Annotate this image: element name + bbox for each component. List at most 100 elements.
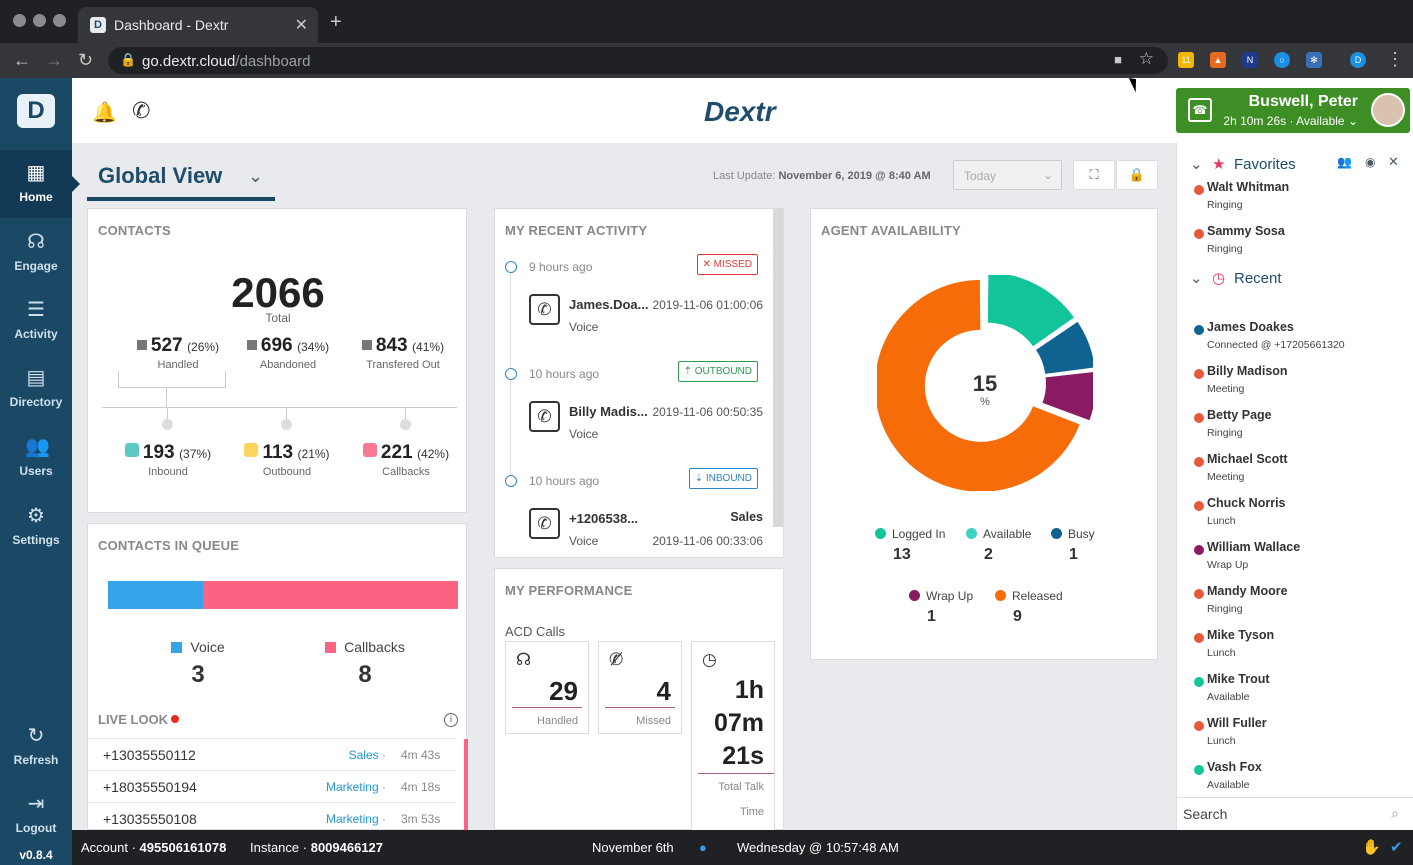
window-zoom-dot[interactable] — [53, 14, 66, 27]
chevron-down-icon[interactable]: ⌄ — [248, 166, 264, 186]
presence-dot-icon — [1194, 501, 1204, 511]
person-name: James Doakes — [1207, 320, 1294, 334]
status-badge: ⇣ INBOUND — [688, 468, 758, 489]
drop-icon: ● — [699, 840, 707, 855]
app-version: v0.8.4 — [19, 848, 53, 862]
window-minimize-dot[interactable] — [33, 14, 46, 27]
sidebar-item-settings[interactable]: ⚙ Settings — [12, 505, 60, 547]
person-status: Ringing — [1207, 243, 1243, 255]
scrollbar[interactable] — [773, 209, 783, 527]
eye-icon[interactable]: ◉ — [1365, 155, 1376, 169]
recent-activity-card: MY RECENT ACTIVITY 9 hours ago ✕ MISSED … — [494, 208, 784, 558]
bookmark-star-icon[interactable]: ☆ — [1138, 49, 1154, 68]
contacts-card: CONTACTS 2066 Total 527 (26%) Handled 696… — [87, 208, 467, 513]
stat-abandoned: 696 (34%) Abandoned — [228, 335, 348, 371]
person-status: Connected @ +17205661320 — [1207, 339, 1345, 351]
refresh-button[interactable]: ↻ Refresh — [13, 725, 59, 767]
tree-line — [166, 387, 167, 407]
date-range-select[interactable]: Today ⌄ — [953, 160, 1062, 190]
missed-call-icon: ✆̸ — [609, 650, 624, 669]
donut-slice-busy[interactable] — [1036, 321, 1093, 374]
activity-item[interactable]: 10 hours ago ⇣ INBOUND ✆ +1206538... Sal… — [495, 423, 775, 548]
activity-item[interactable]: 9 hours ago ✕ MISSED ✆ James.Doa... 2019… — [495, 209, 775, 368]
list-item[interactable]: +18035550194 Marketing · — [88, 770, 468, 803]
favorites-header: ⌄ ★ Favorites 👥 ◉ ✕ — [1177, 143, 1413, 183]
contacts-panel: ⌄ ★ Favorites 👥 ◉ ✕ Walt Whitman Ringing Sam… — [1176, 143, 1413, 830]
search-input[interactable] — [1183, 804, 1383, 824]
forward-arrow-icon[interactable]: → — [45, 50, 63, 70]
sidebar-item-users[interactable]: 👥 Users — [19, 436, 53, 478]
dextr-logo-icon[interactable]: D — [17, 94, 55, 128]
status-badge: ✕ MISSED — [696, 254, 758, 275]
expand-icon: ⛶ — [1089, 167, 1099, 182]
tree-line — [102, 407, 457, 408]
users-icon[interactable]: 👥 — [1337, 155, 1352, 169]
recent-toggle[interactable]: ⌄ ◷ Recent — [1190, 270, 1282, 287]
gear-icon: ⚙ — [27, 505, 45, 527]
refresh-icon: ↻ — [27, 725, 45, 747]
card-title: CONTACTS — [98, 223, 171, 238]
contact-search: ⌕ — [1176, 797, 1413, 830]
check-icon[interactable]: ✔ — [1390, 839, 1403, 856]
bell-icon[interactable]: 🔔 — [92, 102, 117, 124]
window-close-dot[interactable] — [13, 14, 26, 27]
phone-icon: ✆ — [529, 294, 560, 325]
user-status-button[interactable]: ☎ Buswell, Peter 2h 10m 26s · Available … — [1176, 88, 1410, 133]
page-title[interactable]: Global View — [98, 163, 223, 188]
sidebar-item-directory[interactable]: ▤ Directory — [9, 367, 63, 409]
headset-icon: ☊ — [27, 231, 45, 253]
tab-close-icon[interactable]: ✕ — [294, 17, 308, 34]
info-icon[interactable]: i — [444, 713, 458, 727]
search-icon[interactable]: ⌕ — [1391, 805, 1399, 821]
extension-react-icon[interactable]: ✻ — [1306, 52, 1322, 68]
tree-line — [405, 407, 406, 419]
tree-node — [400, 419, 411, 430]
favorites-toggle[interactable]: ⌄ ★ Favorites — [1190, 156, 1296, 173]
browser-tab[interactable]: D Dashboard - Dextr ✕ — [78, 7, 318, 43]
title-underline — [87, 197, 275, 201]
activity-item[interactable]: 10 hours ago ⇡ OUTBOUND ✆ Billy Madis...… — [495, 316, 775, 475]
logout-button[interactable]: ⇥ Logout — [15, 793, 57, 835]
timeline-node — [505, 261, 517, 273]
url-field[interactable]: 🔒 go.dextr.cloud/dashboard ■ ☆ — [108, 47, 1168, 74]
person-name: Michael Scott — [1207, 452, 1288, 466]
donut-slice-released[interactable] — [877, 279, 1080, 491]
person-name: Mandy Moore — [1207, 584, 1288, 598]
donut-center-unit: % — [980, 396, 990, 408]
back-arrow-icon[interactable]: ← — [13, 50, 31, 70]
browser-menu-icon[interactable]: ⋮ — [1386, 49, 1404, 69]
new-tab-button[interactable]: + — [330, 11, 342, 33]
legend-available: Available 2 — [966, 527, 1031, 564]
total-label: Total — [265, 311, 291, 325]
account-info: Account · 495506161078 — [81, 840, 227, 855]
list-item[interactable]: +13035550108 Marketing · — [88, 802, 468, 835]
extension-dextr-icon[interactable]: D — [1350, 52, 1366, 68]
total-contacts: 2066 — [231, 269, 325, 316]
fullscreen-button[interactable]: ⛶ — [1073, 160, 1115, 190]
list-item[interactable]: +13035550112 Sales · — [88, 738, 468, 771]
sidebar-item-engage[interactable]: ☊ Engage — [14, 231, 58, 273]
extension-n-icon[interactable]: N — [1242, 52, 1258, 68]
talk-time-box: ◷ 1h 07m 21s Total Talk Time — [691, 641, 775, 831]
lock-layout-button[interactable]: 🔒 — [1116, 160, 1158, 190]
sidebar-item-home[interactable]: ▦ Home — [0, 150, 80, 218]
instance-info: Instance · 8009466127 — [250, 840, 384, 855]
tree-line — [167, 407, 168, 419]
sidebar-item-activity[interactable]: ☰ Activity — [14, 299, 58, 341]
handled-box: ☊ 29 Handled — [505, 641, 589, 734]
close-icon[interactable]: ✕ — [1388, 154, 1399, 169]
extension-circle-icon[interactable]: ○ — [1274, 52, 1290, 68]
phone-icon[interactable]: ✆ — [132, 98, 151, 123]
camera-icon[interactable]: ■ — [1114, 52, 1122, 67]
tab-title: Dashboard - Dextr — [114, 17, 229, 33]
hand-icon[interactable]: ✋ — [1362, 839, 1381, 856]
extension-calendar-icon[interactable]: 11 — [1178, 52, 1194, 68]
person-status: Ringing — [1207, 427, 1243, 439]
reload-icon[interactable]: ↻ — [78, 50, 94, 70]
avatar — [1371, 93, 1405, 127]
stat-callbacks: 221 (42%) Callbacks — [346, 442, 466, 478]
donut-slice-wrap-up[interactable] — [1042, 372, 1093, 421]
extension-fox-icon[interactable]: ▲ — [1210, 52, 1226, 68]
donut-slice-available[interactable] — [987, 275, 1074, 347]
tree-line — [286, 407, 287, 419]
